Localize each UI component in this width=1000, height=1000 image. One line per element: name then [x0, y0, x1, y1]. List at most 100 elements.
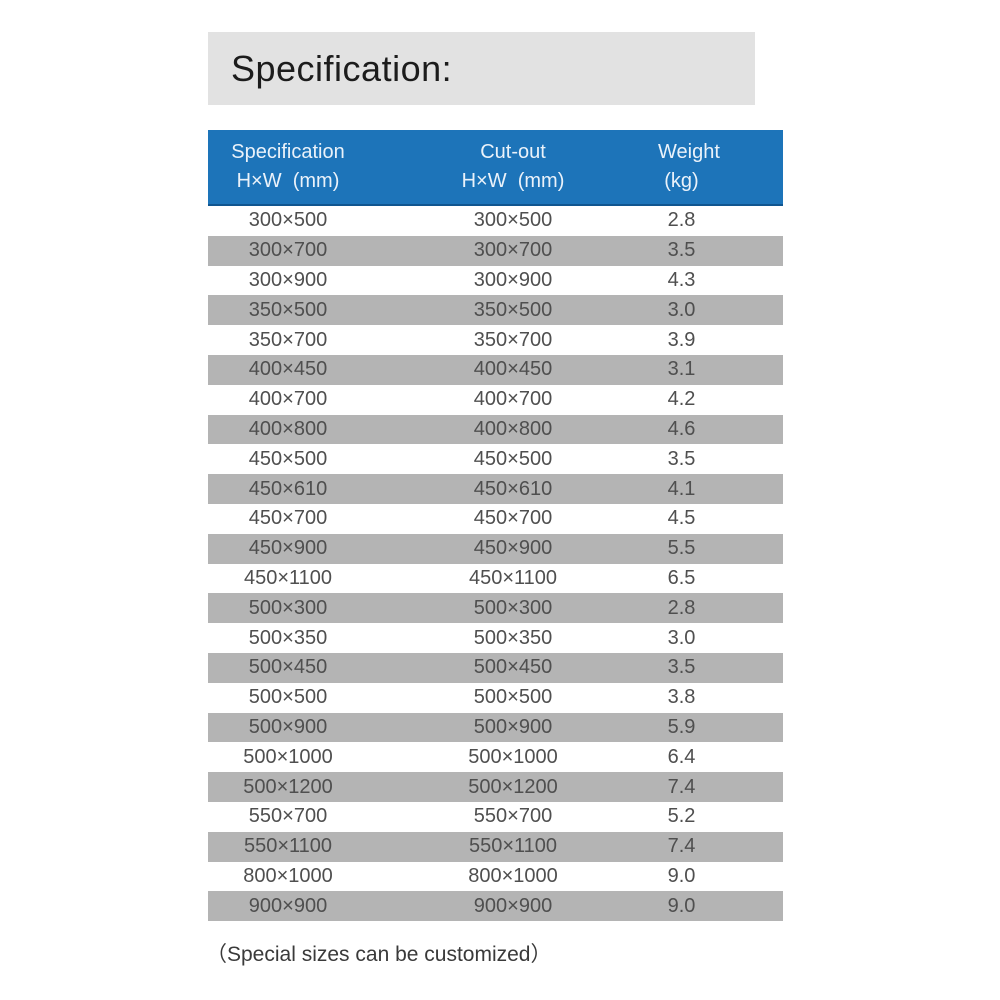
cell-weight: 6.4	[667, 745, 696, 768]
cell-spec: 350×700	[248, 328, 328, 351]
cell-weight: 7.4	[667, 835, 696, 858]
cell-cutout: 500×350	[473, 626, 553, 649]
cell-spec: 300×500	[248, 209, 328, 232]
cell-spec: 550×700	[248, 805, 328, 828]
cell-cutout: 300×500	[473, 209, 553, 232]
cell-spec: 500×350	[248, 626, 328, 649]
cell-cutout: 500×450	[473, 656, 553, 679]
column-header-line: Cut-out	[480, 141, 546, 163]
table-body: 300×500 300×500 2.8 300×700 300×700 3.5 300×90…	[208, 206, 783, 922]
table-header-row: Specification H×W (mm) Cut-out H×W (mm) …	[208, 130, 783, 206]
table-row: 400×800 400×800 4.6	[208, 414, 783, 445]
column-header-cutout: Cut-out H×W (mm)	[368, 138, 658, 196]
cell-cutout: 350×700	[473, 328, 553, 351]
cell-weight: 3.5	[667, 239, 696, 262]
cell-spec: 400×450	[248, 358, 328, 381]
cell-spec: 300×700	[248, 239, 328, 262]
cell-weight: 9.0	[667, 894, 696, 917]
table-row: 450×610 450×610 4.1	[208, 474, 783, 504]
table-row: 500×1200 500×1200 7.4	[208, 772, 783, 802]
cell-cutout: 450×1100	[468, 566, 558, 589]
table-row: 800×1000 800×1000 9.0	[208, 861, 783, 892]
cell-cutout: 800×1000	[468, 864, 558, 887]
table-row: 550×1100 550×1100 7.4	[208, 831, 783, 862]
column-header-line: H×W (mm)	[461, 170, 565, 192]
cell-weight: 9.0	[667, 864, 696, 887]
cell-spec: 500×300	[248, 596, 328, 619]
cell-spec: 450×610	[248, 477, 328, 500]
cell-weight: 3.5	[667, 447, 696, 470]
table-row: 500×1000 500×1000 6.4	[208, 742, 783, 773]
table-row: 900×900 900×900 9.0	[208, 891, 783, 922]
column-header-line: Weight	[658, 141, 720, 163]
table-row: 550×700 550×700 5.2	[208, 801, 783, 832]
cell-spec: 500×1200	[243, 775, 333, 798]
cell-spec: 500×500	[248, 686, 328, 709]
table-row: 500×500 500×500 3.8	[208, 682, 783, 713]
cell-spec: 400×800	[248, 417, 328, 440]
section-title-bar: Specification:	[208, 32, 755, 105]
cell-cutout: 900×900	[473, 894, 553, 917]
cell-cutout: 300×900	[473, 268, 553, 291]
table-row: 500×900 500×900 5.9	[208, 712, 783, 743]
column-header-specification: Specification H×W (mm)	[208, 138, 368, 196]
cell-weight: 5.2	[667, 805, 696, 828]
cell-cutout: 450×700	[473, 507, 553, 530]
table-row: 300×500 300×500 2.8	[208, 206, 783, 236]
table-row: 450×900 450×900 5.5	[208, 533, 783, 564]
cell-cutout: 550×700	[473, 805, 553, 828]
cell-weight: 3.8	[667, 686, 696, 709]
specification-table: Specification H×W (mm) Cut-out H×W (mm) …	[208, 130, 783, 922]
table-row: 300×700 300×700 3.5	[208, 235, 783, 266]
cell-spec: 450×1100	[243, 566, 333, 589]
cell-weight: 2.8	[667, 596, 696, 619]
cell-cutout: 500×300	[473, 596, 553, 619]
cell-weight: 3.1	[667, 358, 696, 381]
cell-spec: 900×900	[248, 894, 328, 917]
cell-cutout: 400×800	[473, 417, 553, 440]
cell-cutout: 400×450	[473, 358, 553, 381]
table-row: 400×700 400×700 4.2	[208, 384, 783, 415]
column-header-line: Specification	[231, 141, 345, 163]
cell-weight: 3.0	[667, 298, 696, 321]
cell-cutout: 450×500	[473, 447, 553, 470]
table-row: 500×300 500×300 2.8	[208, 593, 783, 624]
cell-spec: 400×700	[248, 388, 328, 411]
cell-weight: 5.9	[667, 715, 696, 738]
cell-spec: 550×1100	[243, 835, 333, 858]
cell-spec: 350×500	[248, 298, 328, 321]
cell-spec: 500×1000	[243, 745, 333, 768]
column-header-weight: Weight (kg)	[658, 138, 783, 196]
cell-spec: 450×500	[248, 447, 328, 470]
cell-cutout: 550×1100	[468, 835, 558, 858]
cell-cutout: 300×700	[473, 239, 553, 262]
cell-cutout: 500×1200	[468, 775, 558, 798]
cell-cutout: 500×900	[473, 715, 553, 738]
cell-spec: 800×1000	[243, 864, 333, 887]
cell-weight: 3.0	[667, 626, 696, 649]
cell-cutout: 450×610	[473, 477, 553, 500]
cell-spec: 300×900	[248, 268, 328, 291]
cell-cutout: 500×500	[473, 686, 553, 709]
cell-weight: 4.3	[667, 268, 696, 291]
cell-weight: 2.8	[667, 209, 696, 232]
column-header-line: H×W (mm)	[236, 170, 340, 192]
cell-spec: 450×900	[248, 537, 328, 560]
footer-note: （Special sizes can be customized）	[206, 943, 552, 966]
cell-weight: 3.5	[667, 656, 696, 679]
cell-weight: 4.1	[667, 477, 696, 500]
cell-weight: 4.5	[667, 507, 696, 530]
cell-spec: 500×450	[248, 656, 328, 679]
table-row: 500×450 500×450 3.5	[208, 652, 783, 683]
cell-cutout: 400×700	[473, 388, 553, 411]
table-row: 450×700 450×700 4.5	[208, 503, 783, 534]
cell-weight: 5.5	[667, 537, 696, 560]
cell-spec: 500×900	[248, 715, 328, 738]
cell-cutout: 450×900	[473, 537, 553, 560]
table-row: 450×1100 450×1100 6.5	[208, 563, 783, 594]
cell-weight: 4.6	[667, 417, 696, 440]
cell-cutout: 500×1000	[468, 745, 558, 768]
table-row: 500×350 500×350 3.0	[208, 623, 783, 653]
table-row: 300×900 300×900 4.3	[208, 265, 783, 296]
